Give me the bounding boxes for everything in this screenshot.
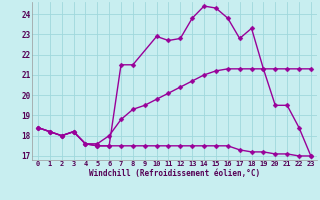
X-axis label: Windchill (Refroidissement éolien,°C): Windchill (Refroidissement éolien,°C) [89,169,260,178]
